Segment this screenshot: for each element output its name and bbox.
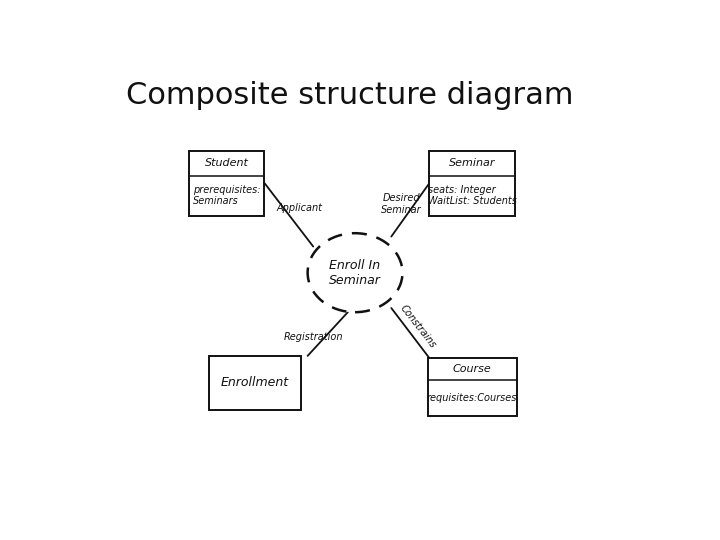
Text: requisites:Courses: requisites:Courses <box>427 393 518 403</box>
Text: Enrollment: Enrollment <box>220 376 289 389</box>
FancyBboxPatch shape <box>209 356 301 410</box>
Text: Seminar: Seminar <box>449 158 495 168</box>
Text: Composite structure diagram: Composite structure diagram <box>126 82 574 111</box>
Ellipse shape <box>307 233 402 312</box>
Text: prerequisites:
Seminars: prerequisites: Seminars <box>193 185 261 206</box>
FancyBboxPatch shape <box>428 358 517 416</box>
Text: Applicant: Applicant <box>276 203 323 213</box>
FancyBboxPatch shape <box>429 151 516 215</box>
FancyBboxPatch shape <box>189 151 264 215</box>
Text: Registration: Registration <box>284 332 343 342</box>
Text: Desired
Seminar: Desired Seminar <box>381 193 422 215</box>
Text: Student: Student <box>204 158 248 168</box>
Text: Course: Course <box>453 364 492 374</box>
Text: Constrains: Constrains <box>398 303 438 350</box>
Text: seats: Integer
WaitList: Students: seats: Integer WaitList: Students <box>428 185 517 206</box>
Text: Enroll In
Seminar: Enroll In Seminar <box>329 259 381 287</box>
